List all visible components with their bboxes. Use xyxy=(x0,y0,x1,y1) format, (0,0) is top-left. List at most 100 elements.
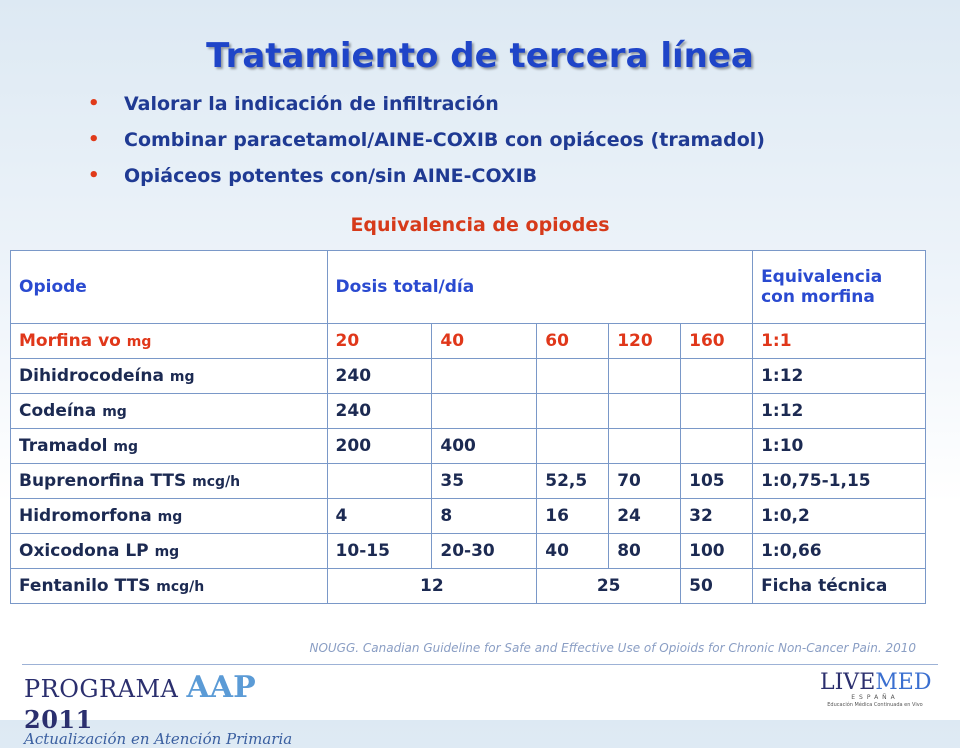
dose-cell: 4 xyxy=(326,498,433,534)
table-caption: Equivalencia de opiodes xyxy=(350,214,610,236)
bullet-item: • Opiáceos potentes con/sin AINE-COXIB xyxy=(88,164,765,188)
opioid-name-cell: Codeína mg xyxy=(10,393,328,429)
header-opiode: Opiode xyxy=(10,250,328,324)
dose-cell: 25 xyxy=(536,568,682,604)
opioid-unit: mg xyxy=(102,404,127,420)
equivalence-cell: 1:1 xyxy=(752,323,926,359)
dose-cell xyxy=(680,428,754,464)
dose-cell xyxy=(536,358,610,394)
footer-divider xyxy=(22,664,938,665)
equivalence-cell: 1:0,75-1,15 xyxy=(752,463,926,499)
dose-cell xyxy=(326,463,433,499)
opioid-name-cell: Fentanilo TTS mcg/h xyxy=(10,568,328,604)
table-row: Buprenorfina TTS mcg/h 35 52,5 70 105 1:0,75-… xyxy=(10,463,926,499)
bullet-item: • Valorar la indicación de infiltración xyxy=(88,92,765,116)
bullet-dot-icon: • xyxy=(88,93,100,114)
dose-cell xyxy=(680,358,754,394)
opioid-name: Oxicodona LP xyxy=(19,541,149,561)
slide-title: Tratamiento de tercera línea xyxy=(206,36,754,76)
dose-cell xyxy=(608,393,682,429)
dose-cell: 10-15 xyxy=(326,533,433,569)
dose-cell: 200 xyxy=(326,428,433,464)
equivalence-cell: 1:12 xyxy=(752,393,926,429)
dose-cell: 80 xyxy=(608,533,682,569)
dose-cell xyxy=(431,393,538,429)
opioid-name-cell: Morfina vo mg xyxy=(10,323,328,359)
dose-cell: 105 xyxy=(680,463,754,499)
opioid-unit: mcg/h xyxy=(192,474,241,490)
equivalence-cell: 1:12 xyxy=(752,358,926,394)
table-header-row: Opiode Dosis total/día Equivalencia con … xyxy=(10,250,926,324)
livemed-logo: LIVEMED ESPAÑA Educación Médica Continua… xyxy=(820,670,932,716)
table-row: Codeína mg 240 1:12 xyxy=(10,393,926,429)
logo-mark: AAP xyxy=(186,670,256,705)
opioid-name-cell: Oxicodona LP mg xyxy=(10,533,328,569)
equivalence-cell: 1:0,66 xyxy=(752,533,926,569)
header-equivalencia: Equivalencia con morfina xyxy=(752,250,926,324)
opioid-name: Fentanilo TTS xyxy=(19,576,151,596)
logo-brand: PROGRAMA xyxy=(24,675,179,703)
table-row: Morfina vo mg 20 40 60 120 160 1:1 xyxy=(10,323,926,359)
citation: NOUGG. Canadian Guideline for Safe and E… xyxy=(309,641,916,655)
header-dosis: Dosis total/día xyxy=(326,250,754,324)
dose-cell: 60 xyxy=(536,323,610,359)
dose-cell: 24 xyxy=(608,498,682,534)
dose-cell xyxy=(608,428,682,464)
bullet-text: Valorar la indicación de infiltración xyxy=(124,93,499,115)
equivalence-cell: 1:0,2 xyxy=(752,498,926,534)
table-row: Hidromorfona mg 4 8 16 24 32 1:0,2 xyxy=(10,498,926,534)
livemed-brand-b: MED xyxy=(875,670,932,695)
dose-cell: 52,5 xyxy=(536,463,610,499)
bullet-list: • Valorar la indicación de infiltración •… xyxy=(88,92,765,200)
dose-cell: 120 xyxy=(608,323,682,359)
dose-cell: 12 xyxy=(326,568,538,604)
table-row: Oxicodona LP mg 10-15 20-30 40 80 100 1:0,66 xyxy=(10,533,926,569)
opioid-name-cell: Tramadol mg xyxy=(10,428,328,464)
opioid-unit: mg xyxy=(169,369,195,385)
bullet-text: Opiáceos potentes con/sin AINE-COXIB xyxy=(124,165,538,187)
opioid-name: Hidromorfona xyxy=(19,506,152,526)
dose-cell: 20 xyxy=(326,323,433,359)
opioid-name: Tramadol xyxy=(19,436,108,456)
dose-cell xyxy=(431,358,538,394)
dose-cell: 16 xyxy=(536,498,610,534)
opioid-unit: mg xyxy=(154,544,180,560)
dose-cell: 160 xyxy=(680,323,754,359)
opioid-name: Dihidrocodeína xyxy=(19,366,164,386)
bullet-dot-icon: • xyxy=(88,129,100,150)
dose-cell: 20-30 xyxy=(431,533,538,569)
dose-cell: 240 xyxy=(326,393,433,429)
dose-cell xyxy=(680,393,754,429)
equivalence-cell: 1:10 xyxy=(752,428,926,464)
table-row: Dihidrocodeína mg 240 1:12 xyxy=(10,358,926,394)
bullet-dot-icon: • xyxy=(88,165,100,186)
opioid-unit: mcg/h xyxy=(156,579,205,595)
opioid-unit: mg xyxy=(113,439,138,455)
dose-cell: 32 xyxy=(680,498,754,534)
dose-cell: 40 xyxy=(431,323,538,359)
table-row: Fentanilo TTS mcg/h 12 25 50 Ficha técnica xyxy=(10,568,926,604)
opioid-name: Morfina vo xyxy=(19,331,121,351)
table-row: Tramadol mg 200 400 1:10 xyxy=(10,428,926,464)
dose-cell: 50 xyxy=(680,568,754,604)
opioid-name-cell: Hidromorfona mg xyxy=(10,498,328,534)
bullet-item: • Combinar paracetamol/AINE-COXIB con opi… xyxy=(88,128,765,152)
programa-aap-logo: PROGRAMA AAP 2011 Actualización en Atenc… xyxy=(24,670,294,748)
opioid-name-cell: Dihidrocodeína mg xyxy=(10,358,328,394)
opioid-name: Codeína xyxy=(19,401,97,421)
dose-cell: 40 xyxy=(536,533,610,569)
livemed-tagline: Educación Médica Continuada en Vivo xyxy=(827,702,923,708)
dose-cell xyxy=(536,428,610,464)
opioid-name-cell: Buprenorfina TTS mcg/h xyxy=(10,463,328,499)
equivalence-cell: Ficha técnica xyxy=(752,568,926,604)
livemed-brand-a: LIVE xyxy=(820,670,876,695)
dose-cell: 8 xyxy=(431,498,538,534)
opioid-unit: mg xyxy=(126,334,152,350)
dose-cell: 100 xyxy=(680,533,754,569)
dose-cell xyxy=(536,393,610,429)
opioid-name: Buprenorfina TTS xyxy=(19,471,187,491)
dose-cell: 400 xyxy=(431,428,538,464)
livemed-country: ESPAÑA xyxy=(851,694,899,701)
opioid-unit: mg xyxy=(157,509,183,525)
opioid-equivalence-table: Opiode Dosis total/día Equivalencia con … xyxy=(10,250,926,604)
